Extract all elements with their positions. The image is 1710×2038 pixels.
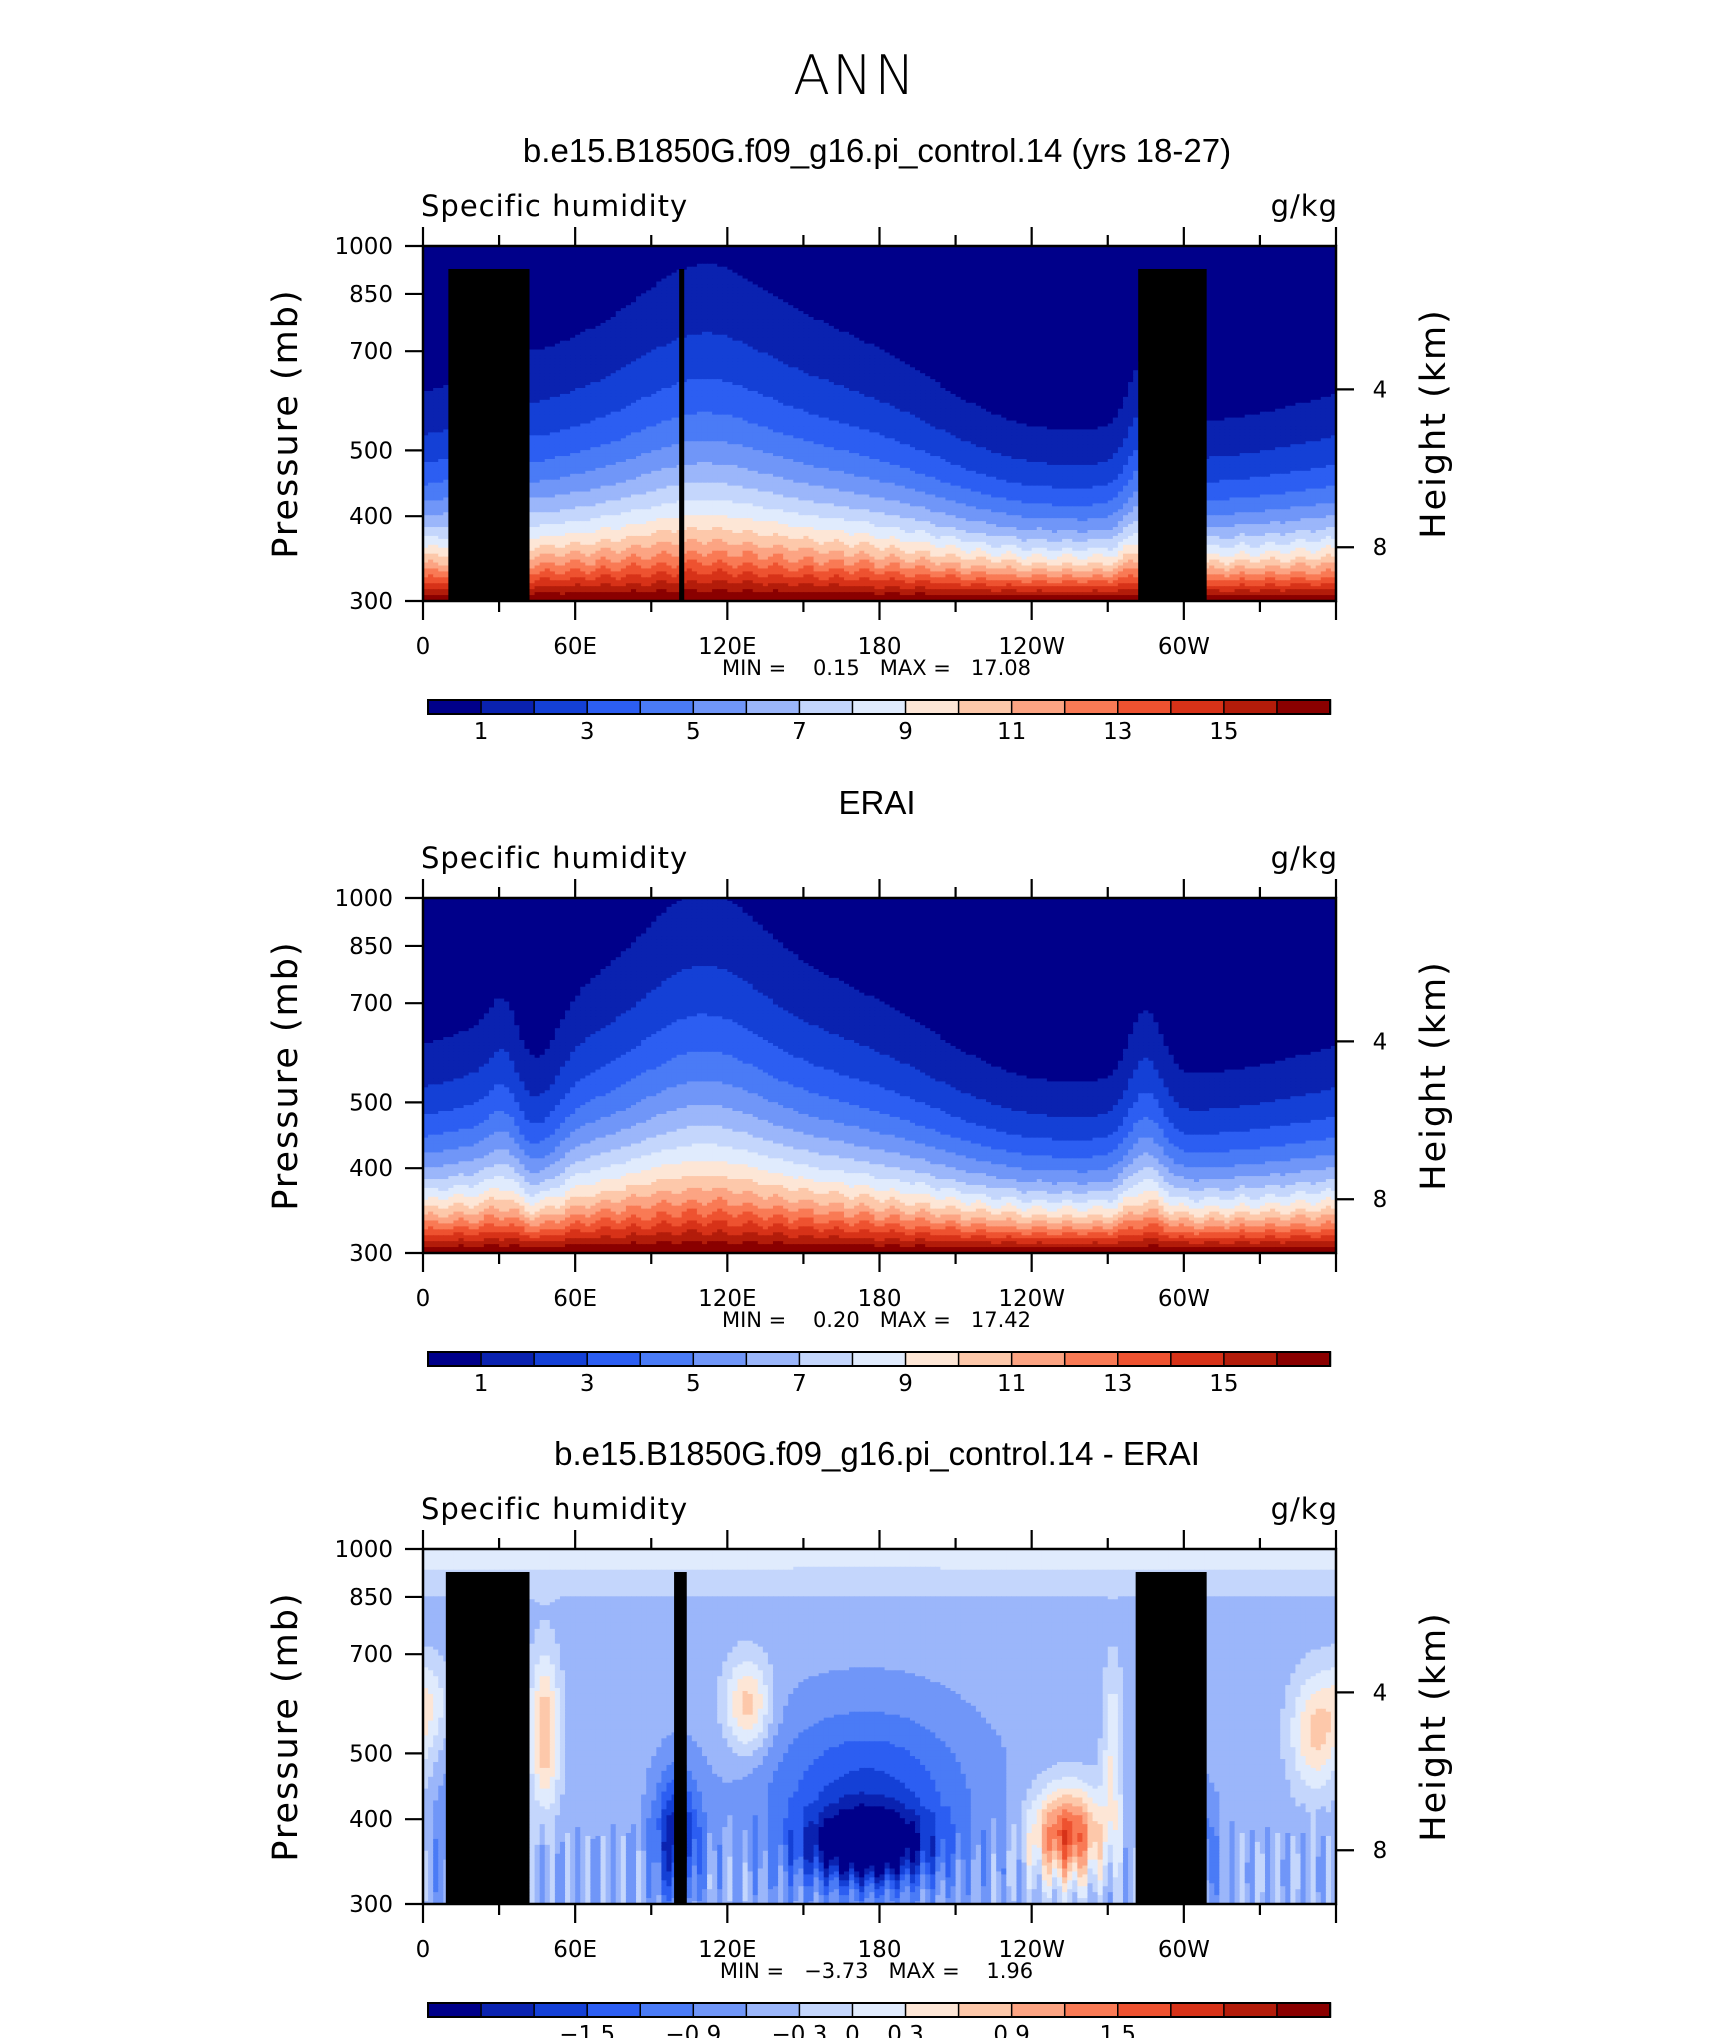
panel-title: b.e15.B1850G.f09_g16.pi_control.14 (yrs …	[523, 132, 1231, 169]
left-string: Specific humidity	[421, 189, 688, 223]
page-title: ANN	[0, 44, 1710, 107]
humidity-panel-model: b.e15.B1850G.f09_g16.pi_control.14 (yrs …	[0, 115, 1710, 765]
right-string: g/kg	[1271, 189, 1338, 223]
